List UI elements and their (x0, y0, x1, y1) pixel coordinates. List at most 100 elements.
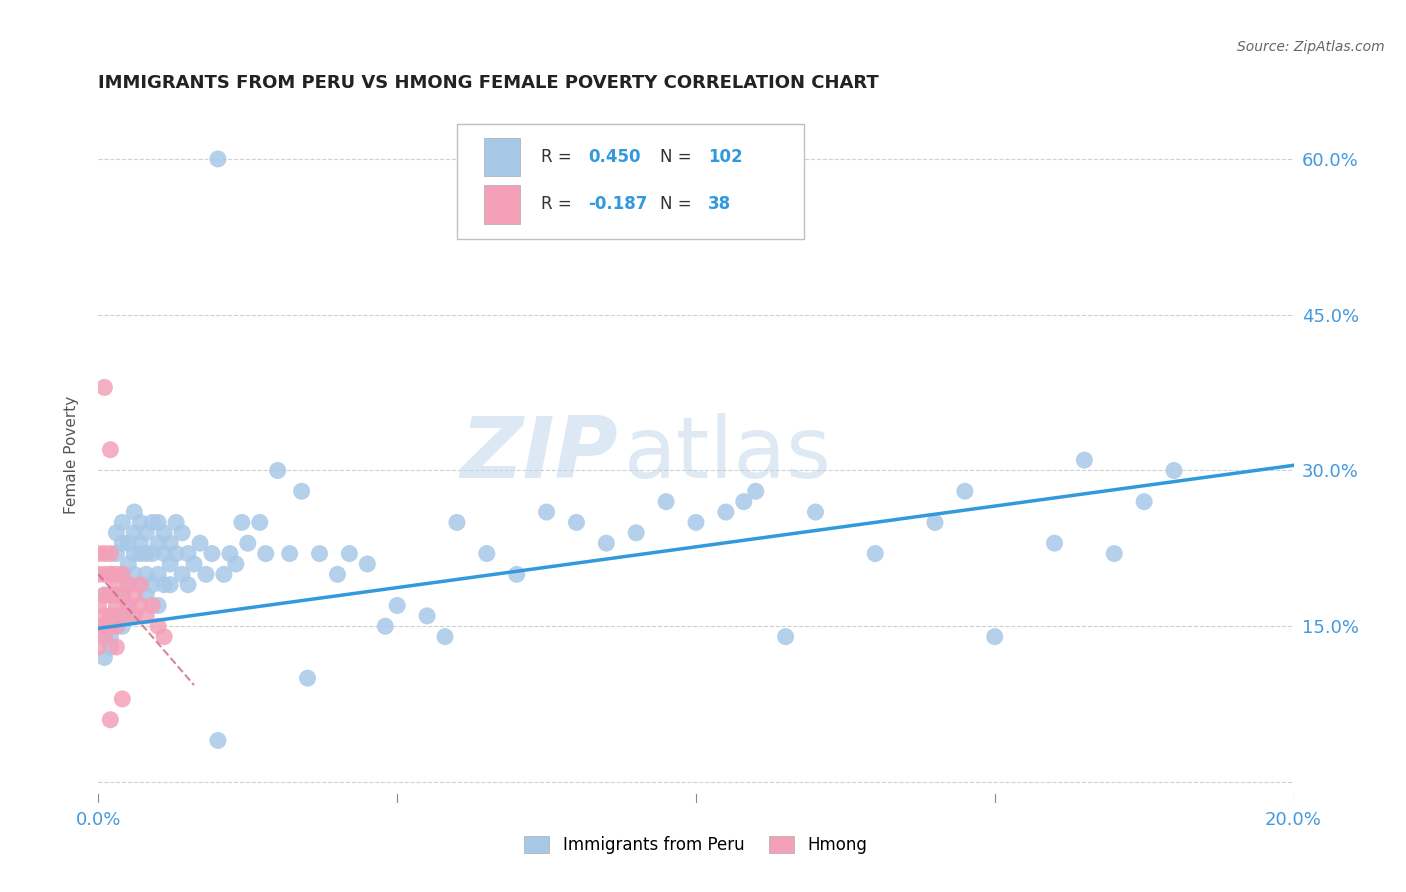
Point (148, 536, 170, 550)
Text: -0.187: -0.187 (589, 195, 648, 213)
Point (111, 692, 134, 706)
Text: 38: 38 (709, 195, 731, 213)
Point (153, 525, 176, 540)
Point (87, 567, 110, 582)
Point (733, 494, 755, 508)
Point (98, 547, 122, 561)
Point (201, 547, 224, 561)
Point (98, 442, 122, 457)
Point (105, 578, 128, 592)
Point (124, 525, 146, 540)
Point (93, 630, 115, 644)
Point (804, 505, 827, 519)
Text: Source: ZipAtlas.com: Source: ZipAtlas.com (1237, 40, 1385, 54)
Point (117, 578, 139, 592)
Point (172, 567, 194, 582)
Point (172, 525, 194, 540)
Text: R =: R = (541, 195, 576, 213)
Point (141, 547, 163, 561)
Point (1133, 494, 1156, 508)
Point (98, 567, 122, 582)
Point (308, 547, 330, 561)
Point (565, 516, 588, 530)
Y-axis label: Female Poverty: Female Poverty (65, 396, 79, 514)
Point (924, 516, 946, 530)
Point (98, 640, 122, 654)
Point (225, 557, 247, 571)
Point (159, 557, 181, 571)
Point (188, 536, 211, 550)
Point (745, 484, 768, 499)
Point (117, 536, 139, 550)
Point (87, 619, 110, 633)
Point (148, 599, 170, 613)
Point (153, 547, 176, 561)
Point (93, 547, 115, 561)
Point (536, 505, 558, 519)
Point (165, 547, 187, 561)
Point (98, 608, 122, 623)
Point (98, 619, 122, 633)
Point (93, 567, 115, 582)
Point (626, 525, 648, 540)
Legend: Immigrants from Peru, Hmong: Immigrants from Peru, Hmong (517, 829, 875, 861)
Point (212, 567, 235, 582)
Point (93, 588, 115, 602)
Point (714, 505, 737, 519)
Point (98, 619, 122, 633)
Point (124, 608, 146, 623)
Point (278, 547, 301, 561)
Point (165, 516, 187, 530)
Point (984, 630, 1007, 644)
Point (141, 516, 163, 530)
Text: N =: N = (661, 195, 697, 213)
Point (177, 547, 200, 561)
Text: atlas: atlas (624, 413, 832, 497)
Point (326, 567, 349, 582)
Point (236, 536, 259, 550)
Point (105, 525, 128, 540)
Point (1104, 547, 1126, 561)
Point (297, 671, 319, 685)
Point (141, 578, 163, 592)
Point (953, 484, 976, 499)
Point (1073, 453, 1095, 467)
Point (148, 516, 170, 530)
Text: 102: 102 (709, 148, 742, 166)
Point (117, 599, 139, 613)
Point (124, 588, 146, 602)
Point (117, 578, 139, 592)
Point (1043, 536, 1066, 550)
Point (148, 619, 170, 633)
Point (98, 567, 122, 582)
Point (183, 557, 205, 571)
Point (655, 494, 678, 508)
Point (98, 630, 122, 644)
Point (374, 619, 396, 633)
Point (177, 578, 200, 592)
Point (434, 630, 457, 644)
Point (98, 588, 122, 602)
Point (98, 608, 122, 623)
Point (124, 505, 146, 519)
Point (446, 516, 468, 530)
Point (195, 567, 218, 582)
Point (105, 567, 128, 582)
Point (111, 588, 134, 602)
Point (249, 516, 271, 530)
Text: 0.450: 0.450 (589, 148, 641, 166)
Point (124, 547, 146, 561)
Point (105, 547, 128, 561)
Point (685, 516, 707, 530)
Point (135, 547, 157, 561)
Point (129, 599, 152, 613)
Point (231, 516, 253, 530)
Point (219, 547, 242, 561)
Point (506, 567, 529, 582)
Point (865, 547, 887, 561)
Point (111, 588, 134, 602)
Point (117, 608, 139, 623)
Point (595, 536, 617, 550)
Point (291, 484, 314, 499)
Point (1163, 463, 1185, 477)
